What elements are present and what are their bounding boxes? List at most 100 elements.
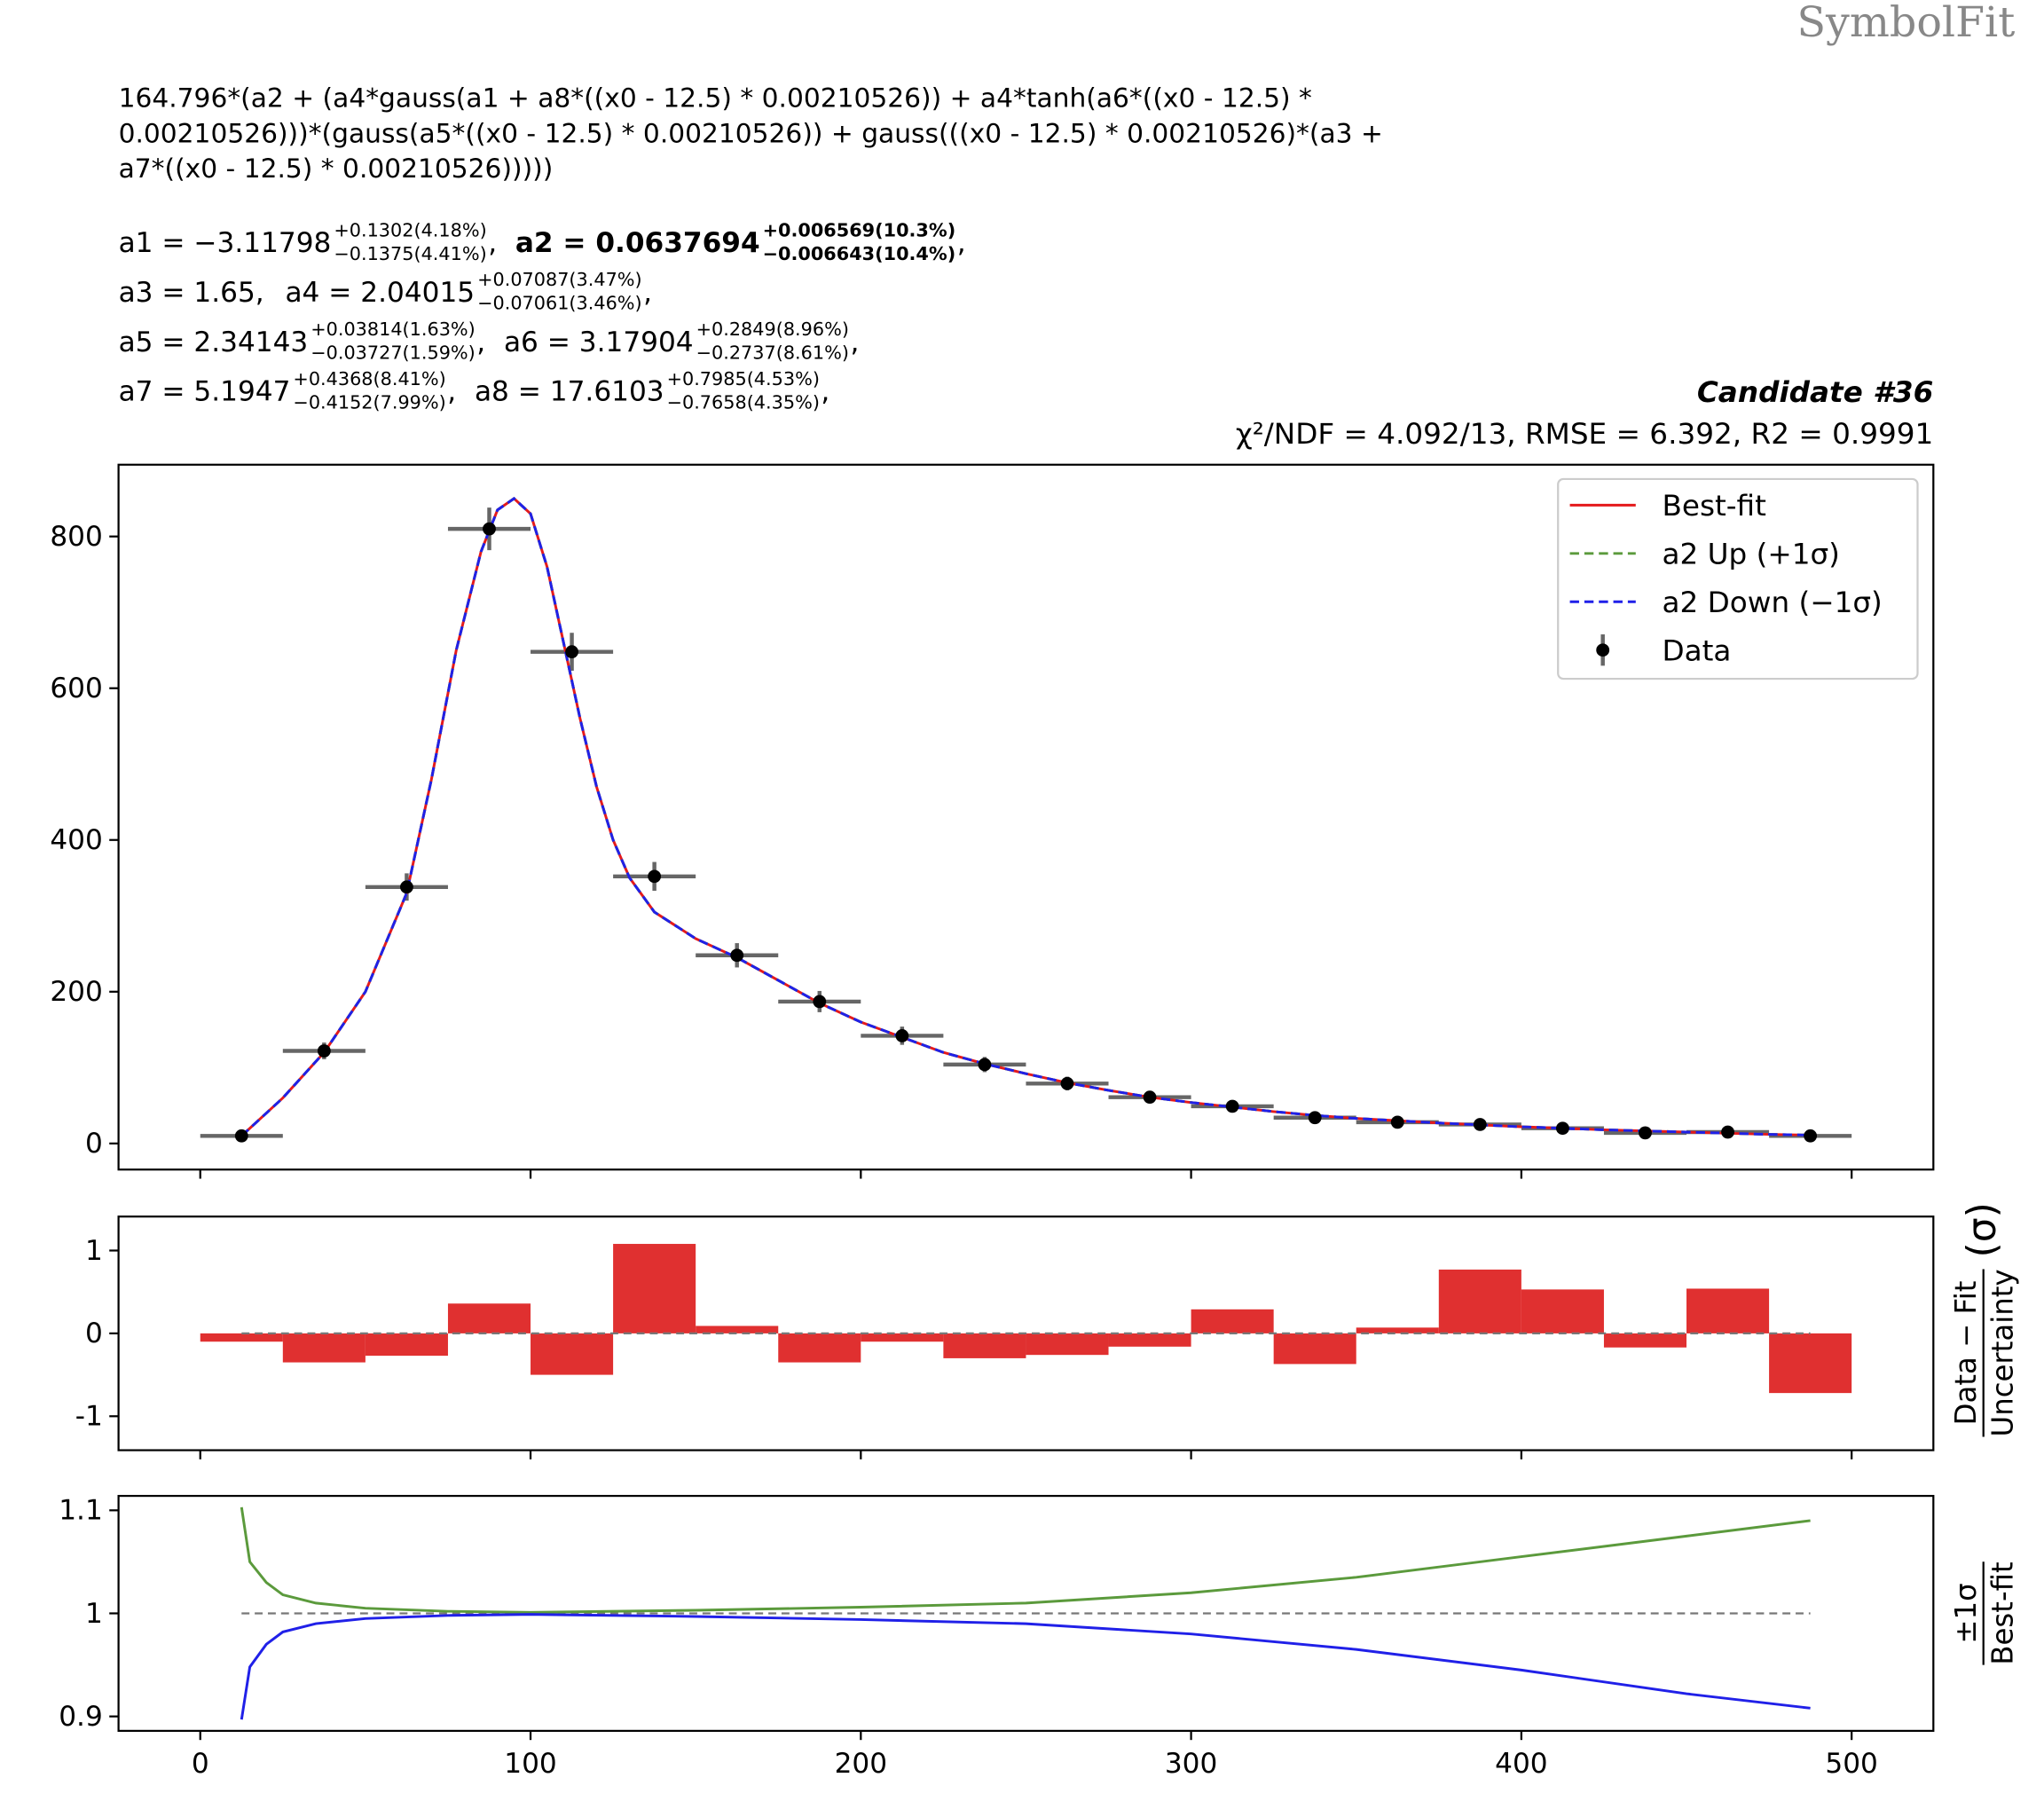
data-point — [400, 880, 413, 894]
legend-swatch — [1596, 643, 1610, 657]
axes-frame — [117, 1494, 1935, 1732]
parameter: a5 = 2.34143 — [119, 326, 309, 358]
curve — [240, 497, 1811, 1137]
parameter-sep: , — [957, 227, 966, 259]
data-point — [1639, 1126, 1652, 1140]
parameter-sep: , — [488, 227, 497, 259]
y-label-denominator: Uncertainty — [1985, 1269, 2019, 1436]
x-tick-label: 200 — [835, 1748, 887, 1780]
parameter-up: +0.07087(3.47%) — [477, 269, 642, 290]
y-tick-label: 800 — [50, 521, 102, 553]
data-point — [978, 1058, 992, 1072]
legend-label: a2 Down (−1σ) — [1662, 586, 1882, 619]
data-point — [565, 645, 578, 659]
curve — [240, 1506, 1811, 1614]
curve — [240, 1613, 1811, 1720]
parameter-down: −0.1375(4.41%) — [334, 243, 486, 264]
residual-bar — [282, 1333, 366, 1363]
legend-label: Best-fit — [1662, 489, 1765, 523]
residual-bar — [1686, 1288, 1770, 1333]
residual-bar — [1521, 1289, 1604, 1333]
parameter-sep: , — [850, 326, 859, 358]
parameter-sep: , — [643, 277, 652, 309]
legend: Best-fit a2 Up (+1σ) a2 Down (−1σ) Data — [1557, 477, 1919, 680]
residual-bar — [778, 1333, 861, 1363]
data-point — [317, 1044, 331, 1058]
parameter: a2 = 0.0637694 — [515, 227, 760, 259]
parameter-down: −0.07061(3.46%) — [477, 293, 642, 314]
legend-label: Data — [1662, 634, 1731, 668]
axes-frame — [117, 463, 1935, 1171]
parameter: a3 = 1.65, — [119, 277, 264, 309]
parameter: a8 = 17.6103 — [475, 376, 664, 408]
parameter-up: +0.4368(8.41%) — [293, 368, 445, 389]
data-point — [1225, 1099, 1239, 1113]
residual-bar — [696, 1325, 779, 1333]
residual-bar — [1356, 1327, 1439, 1333]
chart-subtitle: χ²/NDF = 4.092/13, RMSE = 6.392, R2 = 0.… — [1236, 417, 1933, 451]
y-tick-label: 0 — [85, 1318, 103, 1349]
residual-bar — [1273, 1333, 1356, 1365]
y-label-denominator: Best-fit — [1985, 1561, 2019, 1664]
residual-bar — [200, 1333, 283, 1342]
residual-bar — [1191, 1309, 1274, 1333]
x-tick-label: 500 — [1825, 1748, 1877, 1780]
residual-bar — [365, 1333, 448, 1357]
parameter: a7 = 5.1947 — [119, 376, 291, 408]
parameter: a1 = −3.11798 — [119, 227, 332, 259]
residual-bar — [531, 1333, 614, 1375]
parameter-up: +0.7985(4.53%) — [667, 368, 820, 389]
formula-line: a7*((x0 - 12.5) * 0.00210526))))) — [119, 153, 554, 184]
residual-bar — [1603, 1333, 1687, 1348]
parameter-down: −0.2737(8.61%) — [696, 342, 849, 364]
data-point — [1060, 1076, 1074, 1090]
parameter-up: +0.1302(4.18%) — [334, 219, 486, 240]
y-label-unit: (σ) — [1960, 1202, 2005, 1257]
parameter-up: +0.03814(1.63%) — [311, 319, 476, 340]
data-point — [895, 1029, 909, 1042]
data-point — [234, 1129, 248, 1143]
data-point — [730, 948, 744, 963]
data-point — [1473, 1118, 1487, 1131]
parameter-up: +0.006569(10.3%) — [763, 219, 956, 240]
data-point — [1143, 1090, 1157, 1105]
parameter-up: +0.2849(8.96%) — [696, 319, 849, 340]
data-point — [648, 869, 662, 884]
y-tick-label: 600 — [50, 673, 102, 704]
x-tick-label: 100 — [504, 1748, 556, 1780]
y-tick-label: -1 — [75, 1401, 103, 1433]
data-point — [1308, 1111, 1322, 1125]
y-tick-label: 1.1 — [59, 1495, 103, 1527]
data-point — [1555, 1121, 1569, 1136]
x-tick-label: 0 — [192, 1748, 209, 1780]
residual-bar — [1026, 1333, 1109, 1356]
y-tick-label: 1 — [85, 1235, 103, 1267]
data-point — [1804, 1129, 1818, 1143]
residual-bar — [943, 1333, 1026, 1358]
parameter-down: −0.03727(1.59%) — [311, 342, 476, 364]
x-tick-label: 400 — [1495, 1748, 1547, 1780]
formula-line: 164.796*(a2 + (a4*gauss(a1 + a8*((x0 - 1… — [119, 83, 1312, 114]
y-label-numerator: ±1σ — [1949, 1583, 1983, 1643]
parameter-down: −0.4152(7.99%) — [293, 392, 445, 413]
chart-title: Candidate #36 — [1697, 375, 1933, 409]
axes-frame — [117, 1215, 1935, 1451]
parameter-down: −0.006643(10.4%) — [763, 243, 956, 264]
formula-line: 0.00210526)))*(gauss(a5*((x0 - 12.5) * 0… — [119, 118, 1383, 148]
legend-label: a2 Up (+1σ) — [1662, 538, 1839, 571]
residual-bar — [447, 1303, 531, 1333]
residual-bar — [1769, 1333, 1852, 1394]
y-tick-label: 200 — [50, 976, 102, 1008]
residual-bar — [613, 1244, 696, 1333]
parameter-sep: , — [476, 326, 485, 358]
y-tick-label: 1 — [85, 1598, 103, 1630]
y-tick-label: 0.9 — [59, 1701, 103, 1733]
residual-bar — [861, 1333, 944, 1342]
data-point — [483, 522, 496, 536]
data-point — [813, 995, 827, 1009]
parameter-sep: , — [821, 376, 829, 408]
residual-bar — [1108, 1333, 1191, 1347]
parameter: a4 = 2.04015 — [285, 277, 475, 309]
parameter-down: −0.7658(4.35%) — [667, 392, 820, 413]
